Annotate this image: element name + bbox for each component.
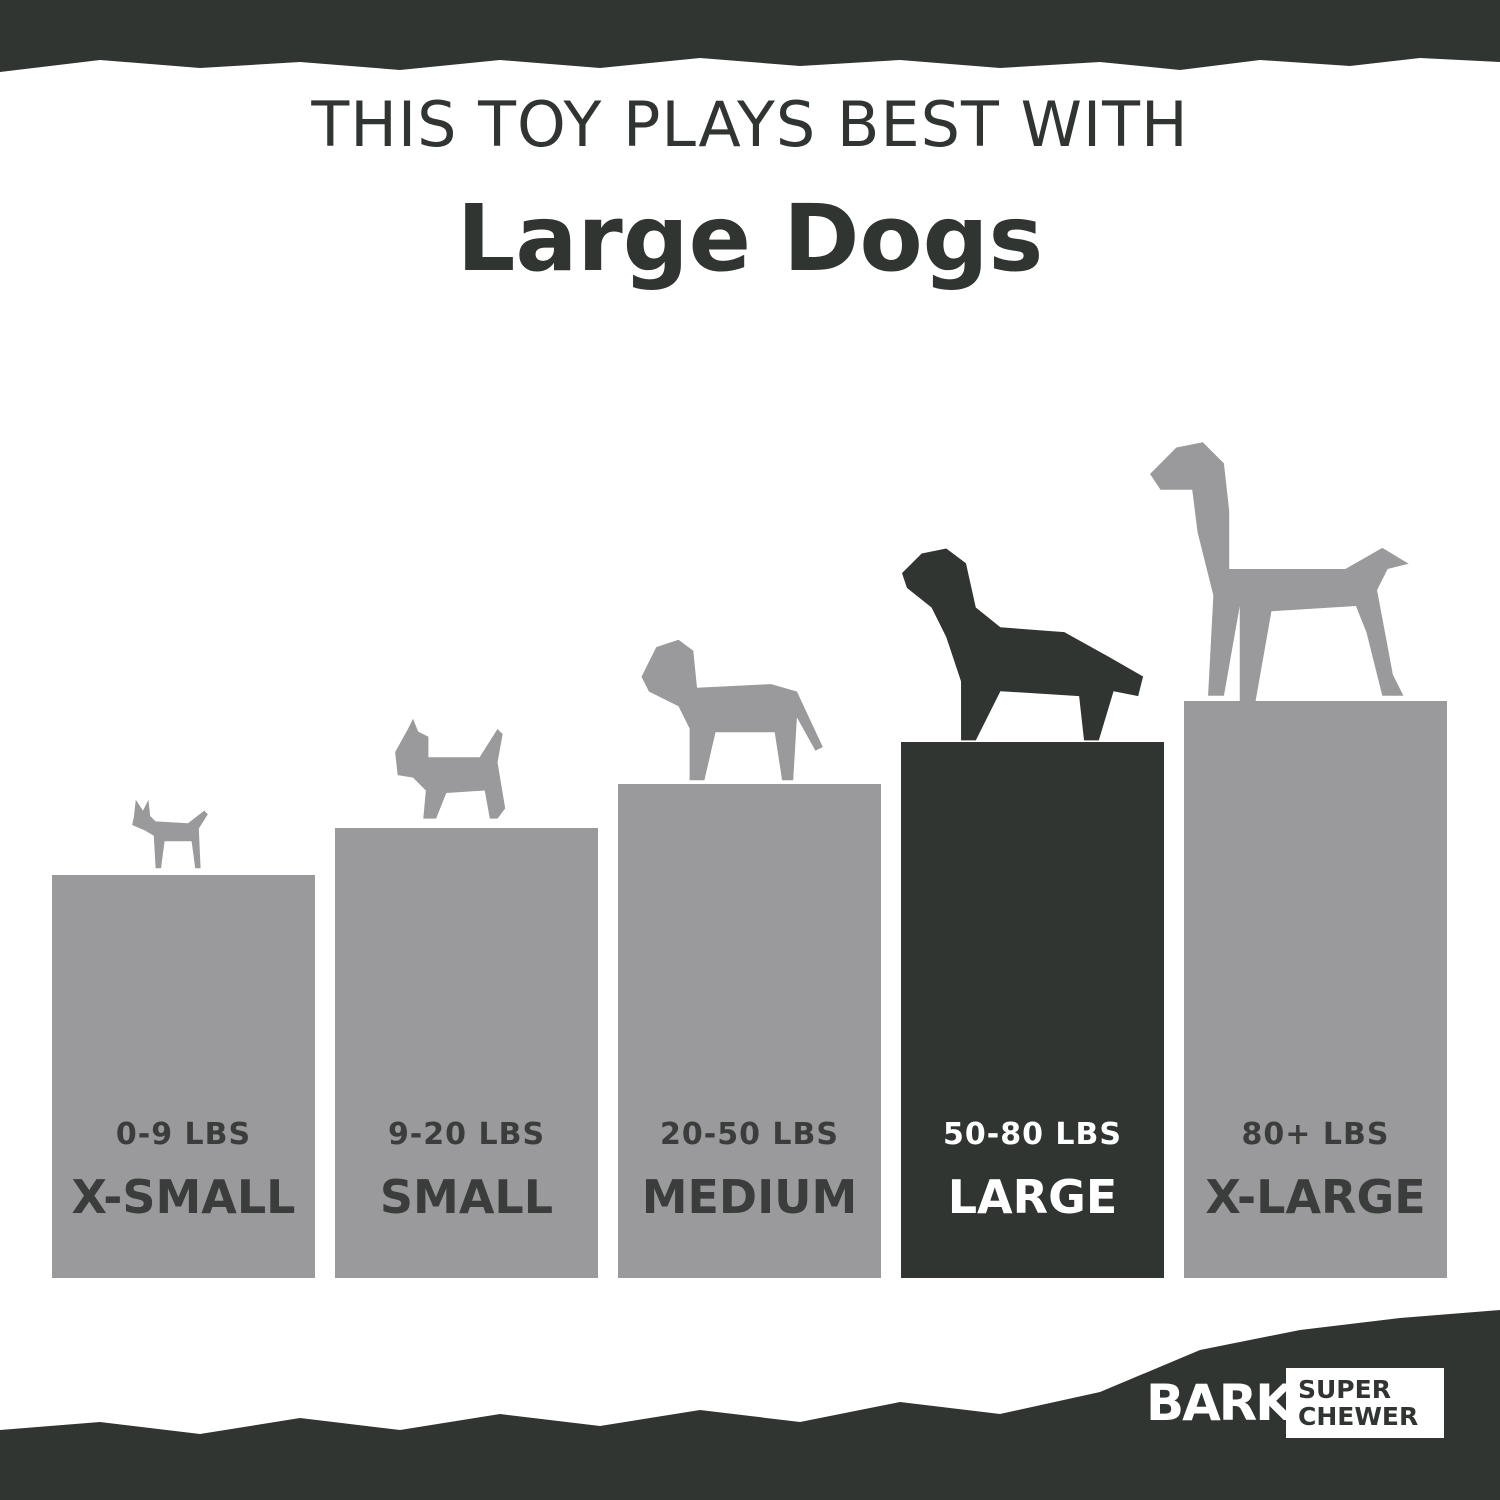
labrador-icon: [641, 639, 823, 781]
headline-size: Large Dogs: [456, 185, 1044, 292]
weight-range: 80+ LBS: [1241, 1117, 1390, 1152]
size-bar-small: 9-20 LBS SMALL: [335, 828, 598, 1278]
size-bar-x-small: 0-9 LBS X-SMALL: [52, 875, 315, 1278]
size-bar-large: 50-80 LBS LARGE: [901, 742, 1164, 1278]
size-label: X-LARGE: [1205, 1170, 1426, 1224]
weight-range: 50-80 LBS: [943, 1117, 1122, 1152]
torn-paper-top-border: [0, 0, 1500, 72]
size-label: X-SMALL: [71, 1170, 296, 1224]
logo-brand: BARK: [1146, 1374, 1294, 1432]
size-bar-x-large: 80+ LBS X-LARGE: [1184, 701, 1447, 1278]
headline-intro: THIS TOY PLAYS BEST WITH: [311, 88, 1189, 161]
size-label: SMALL: [379, 1170, 554, 1224]
scottish-terrier-icon: [395, 718, 506, 819]
logo-badge: SUPER CHEWER: [1286, 1368, 1444, 1438]
logo-line2: CHEWER: [1298, 1402, 1419, 1431]
great-dane-icon: [1150, 442, 1409, 701]
bark-super-chewer-logo: BARK SUPER CHEWER: [1146, 1368, 1446, 1440]
weight-range: 20-50 LBS: [660, 1117, 839, 1152]
logo-line1: SUPER: [1298, 1375, 1391, 1404]
weight-range: 9-20 LBS: [387, 1117, 546, 1152]
chihuahua-icon: [132, 799, 208, 869]
weight-range: 0-9 LBS: [115, 1117, 252, 1152]
size-bar-medium: 20-50 LBS MEDIUM: [618, 784, 881, 1278]
size-label: MEDIUM: [641, 1170, 858, 1224]
retriever-icon: [902, 548, 1144, 741]
size-label: LARGE: [947, 1170, 1118, 1224]
torn-paper-bottom-border: [0, 1310, 1500, 1500]
